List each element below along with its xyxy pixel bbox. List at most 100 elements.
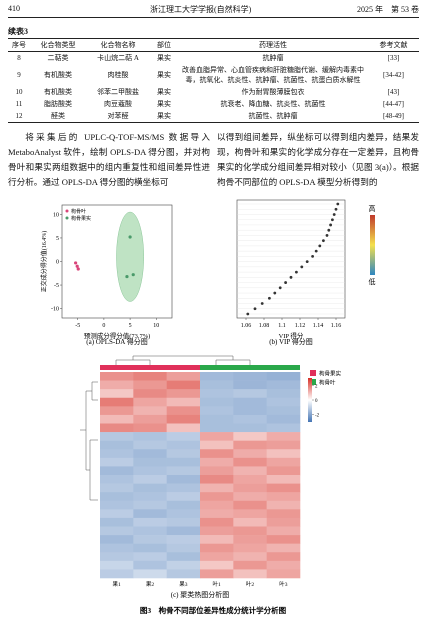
heat-cell: [266, 543, 301, 553]
heat-cell: [100, 492, 134, 502]
heat-cell: [233, 475, 267, 484]
issue: 2025 年 第 53 卷: [357, 5, 419, 14]
vip-point: [295, 270, 298, 274]
heat-cell: [166, 483, 201, 493]
heat-cell: [166, 389, 201, 399]
heat-cell: [266, 483, 301, 493]
table-cell: 二萜类: [47, 54, 69, 62]
x-tick-label: 10: [153, 323, 159, 329]
vip-point: [331, 218, 334, 222]
vip-point: [336, 202, 340, 206]
heat-cell: [233, 449, 267, 459]
heat-cell: [100, 569, 134, 579]
table-row: 8 二萜类 卡山烷二萜 A 果实 抗肿瘤 [33]: [8, 52, 419, 65]
heat-cell: [233, 552, 267, 562]
y-tick-label: 10: [53, 212, 59, 218]
plot-frame: [236, 199, 346, 319]
group-bar: [200, 365, 300, 370]
vip-point: [253, 307, 257, 311]
heat-cell: [166, 432, 201, 441]
y-tick-label: 0: [56, 260, 59, 266]
heat-cell: [200, 492, 234, 502]
table-cell: 对苯醛: [107, 112, 129, 120]
heat-cell: [200, 449, 234, 459]
heat-cell: [166, 423, 201, 433]
heat-cell: [266, 569, 301, 579]
vip-point: [260, 302, 264, 305]
heat-cell: [266, 432, 301, 441]
heat-cell: [133, 389, 167, 399]
y-tick-label: 5: [56, 236, 59, 242]
heat-cell: [233, 483, 267, 493]
legend-label: 枸骨叶: [71, 208, 86, 215]
table-cell: 醛类: [51, 112, 65, 120]
heat-cell: [233, 372, 267, 381]
legend-marker: [65, 216, 69, 220]
table-row: 9 有机酸类 肉桂酸 果实 改善血脂异常、心血管疾病和肝脏糖脂代谢、缓解内毒素中毒，抗氧…: [8, 64, 419, 86]
point: [75, 264, 79, 268]
heat-cell: [133, 380, 167, 390]
x-tick-label: 1.08: [259, 323, 270, 329]
heat-cell: [100, 397, 134, 407]
heat-cell: [200, 380, 234, 390]
heat-cell: [133, 406, 167, 416]
heat-cell: [100, 440, 134, 450]
heat-cell: [166, 380, 201, 390]
point: [74, 261, 78, 265]
heat-cell: [233, 397, 267, 407]
column-label: 果2: [146, 581, 155, 588]
table-cell: 果实: [157, 71, 171, 79]
heat-cell: [233, 500, 267, 510]
point: [125, 274, 129, 279]
heat-cell: [266, 406, 301, 416]
heat-cell: [166, 517, 201, 527]
heat-cell: [133, 535, 167, 544]
heat-cell: [266, 526, 301, 536]
heat-cell: [233, 406, 267, 416]
heat-cell: [166, 457, 201, 467]
heat-cell: [200, 414, 234, 424]
column-label: 果1: [113, 581, 122, 588]
point: [76, 267, 80, 271]
table-cell: 卡山烷二萜 A: [97, 54, 139, 62]
heat-cell: [133, 483, 167, 493]
table-cell: 有机酸类: [44, 88, 72, 96]
heat-cell: [166, 475, 201, 484]
heat-cell: [100, 414, 134, 424]
heat-cell: [233, 569, 267, 579]
table-cell: 10: [15, 88, 23, 96]
heat-cell: [100, 475, 134, 484]
heat-cell: [100, 535, 134, 544]
heat-cell: [133, 552, 167, 562]
heat-cell: [233, 526, 267, 536]
heat-cell: [266, 414, 301, 424]
heat-cell: [266, 492, 301, 502]
heat-cell: [166, 449, 201, 459]
heat-cell: [233, 432, 267, 441]
heat-cell: [100, 500, 134, 510]
vip-point: [289, 275, 293, 279]
heat-cell: [100, 560, 134, 570]
heat-cell: [233, 466, 267, 476]
heat-cell: [133, 466, 167, 476]
heat-cell: [200, 526, 234, 536]
x-tick-label: 1.06: [241, 323, 252, 329]
table-row: 12 醛类 对苯醛 果实 抗菌性、抗肿瘤 [48-49]: [8, 110, 419, 123]
heat-cell: [266, 389, 301, 399]
heat-cell: [100, 406, 134, 416]
paragraph: 以得到组间差异，纵坐标可以得到组内差异，结果发现，枸骨叶和果实的化学成分存在一定…: [217, 132, 419, 187]
heat-cell: [133, 492, 167, 502]
scale-label: -2: [315, 414, 320, 419]
heat-cell: [266, 517, 301, 527]
x-axis-label: 预测成分得分值(73.7%): [84, 331, 151, 340]
panel-caption: (a) OPLS-DA 得分图: [86, 337, 147, 346]
point: [131, 273, 135, 277]
vip-point: [278, 286, 282, 290]
heat-cell: [166, 492, 201, 502]
heat-cell: [100, 423, 134, 433]
column-header: 化合物类型: [40, 41, 76, 49]
column-label: 叶2: [246, 580, 255, 588]
x-tick-label: -5: [75, 323, 80, 329]
table-cell: [43]: [387, 88, 400, 96]
